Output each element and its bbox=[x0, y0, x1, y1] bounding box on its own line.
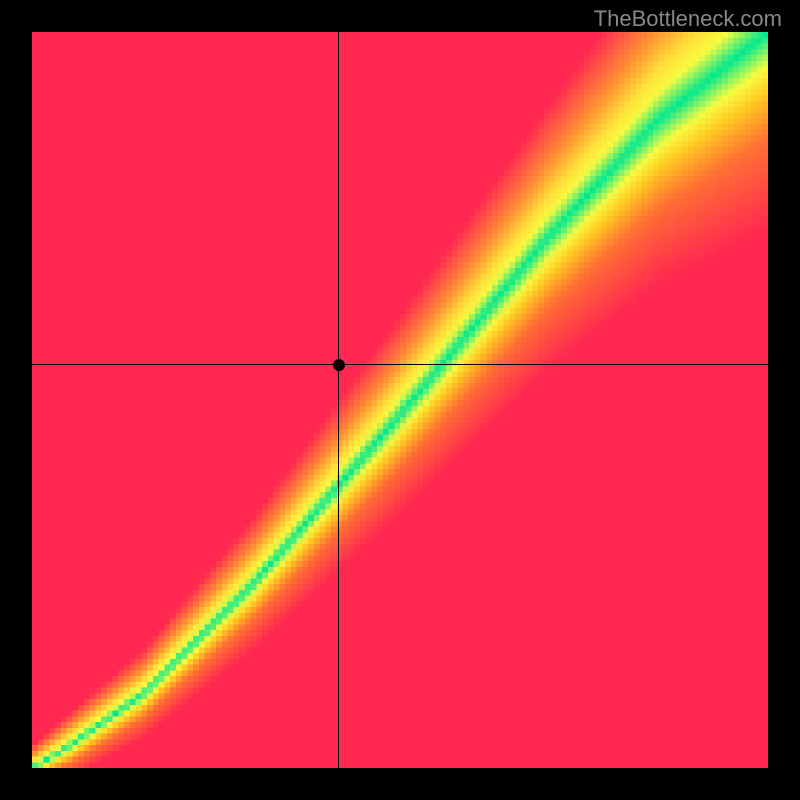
selection-marker bbox=[333, 359, 345, 371]
bottleneck-heatmap bbox=[32, 32, 768, 768]
watermark-text: TheBottleneck.com bbox=[594, 6, 782, 32]
chart-container: TheBottleneck.com bbox=[0, 0, 800, 800]
crosshair-horizontal bbox=[32, 364, 768, 365]
crosshair-vertical bbox=[338, 32, 339, 768]
